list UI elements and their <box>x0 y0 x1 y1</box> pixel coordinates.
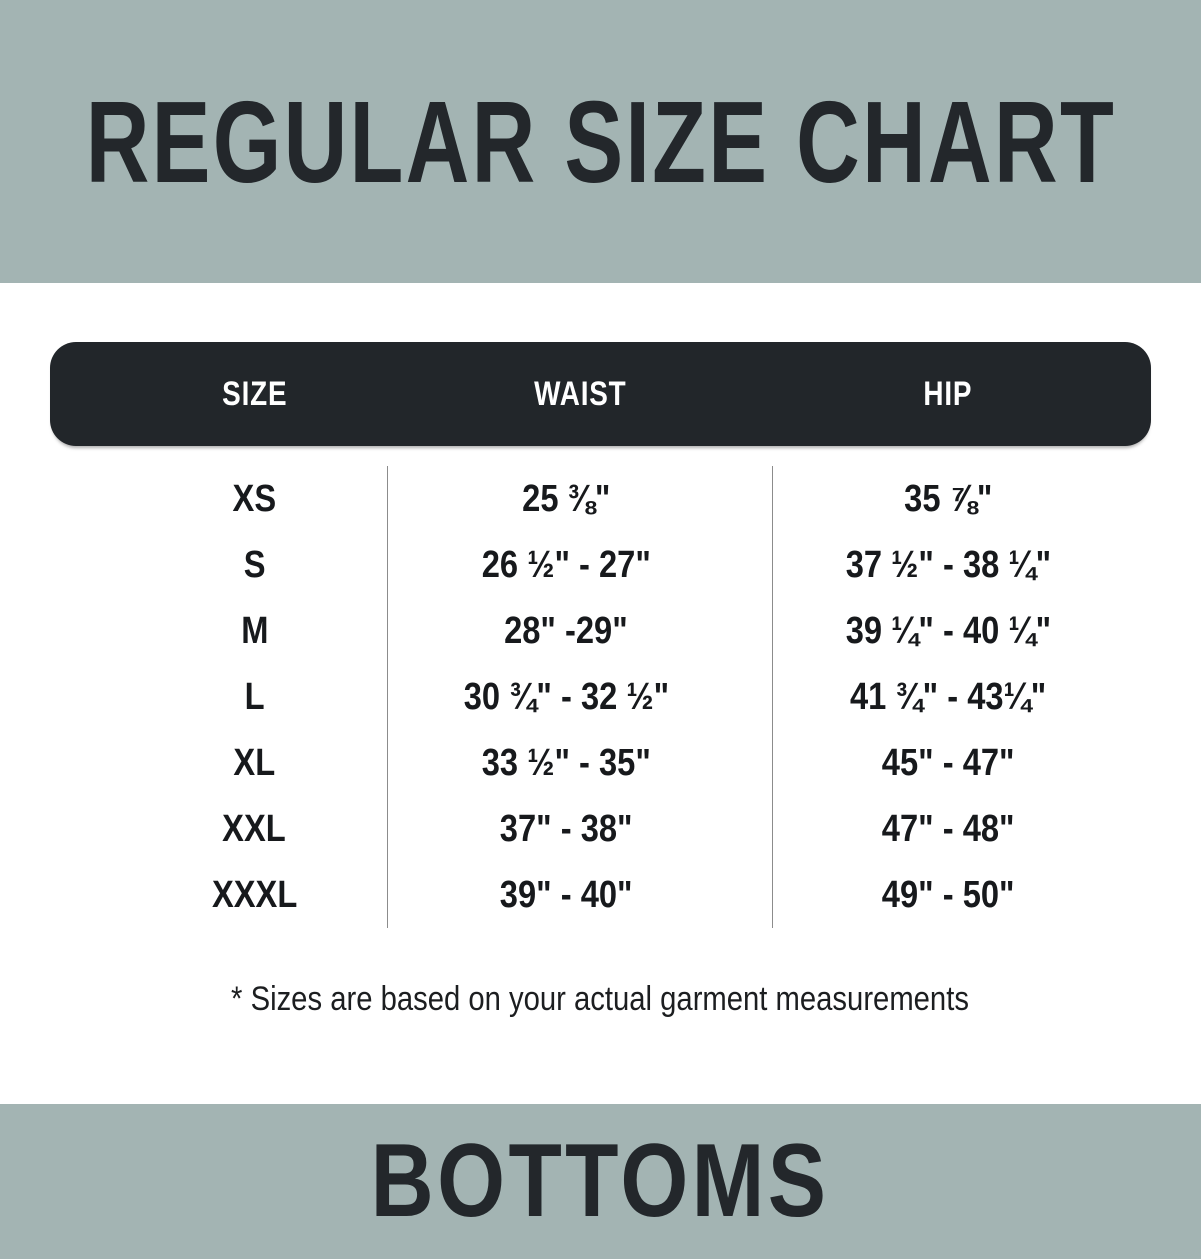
size-chart-section: SIZE WAIST HIP XS 25 ⅜" 35 ⅞" S 26 ½" - … <box>0 342 1201 1104</box>
waist-value: 37" - 38" <box>386 796 774 862</box>
top-banner: REGULAR SIZE CHART <box>0 0 1201 283</box>
footer-title: BOTTOMS <box>371 1123 830 1239</box>
waist-value: 28" -29" <box>386 598 774 664</box>
size-table: XS 25 ⅜" 35 ⅞" S 26 ½" - 27" 37 ½" - 38 … <box>50 466 1151 928</box>
column-header-waist: WAIST <box>533 374 627 413</box>
size-label: XL <box>233 741 276 784</box>
hip-value: 37 ½" - 38 ¼" <box>845 543 1051 586</box>
page-title: REGULAR SIZE CHART <box>85 76 1116 207</box>
size-label: L <box>244 675 265 718</box>
size-label: XXL <box>222 807 287 850</box>
hip-value: 49" - 50" <box>881 873 1015 916</box>
waist-value: 26 ½" - 27" <box>386 532 774 598</box>
column-header-hip: HIP <box>923 374 973 413</box>
size-label: XS <box>232 477 277 520</box>
hip-value: 41 ¾" - 43¼" <box>849 675 1047 718</box>
bottom-banner: BOTTOMS <box>0 1104 1201 1259</box>
column-header-size: SIZE <box>221 374 288 413</box>
size-label: S <box>243 543 266 586</box>
hip-value: 35 ⅞" <box>904 477 993 520</box>
waist-value: 25 ⅜" <box>386 466 774 532</box>
waist-value: 33 ½" - 35" <box>386 730 774 796</box>
waist-value: 39" - 40" <box>386 862 774 928</box>
size-label: XXXL <box>211 873 298 916</box>
footnote: * Sizes are based on your actual garment… <box>231 980 970 1018</box>
waist-value: 30 ¾" - 32 ½" <box>386 664 774 730</box>
hip-value: 47" - 48" <box>881 807 1015 850</box>
hip-value: 39 ¼" - 40 ¼" <box>845 609 1051 652</box>
table-header-bar: SIZE WAIST HIP <box>50 342 1151 446</box>
hip-value: 45" - 47" <box>881 741 1015 784</box>
size-label: M <box>240 609 269 652</box>
